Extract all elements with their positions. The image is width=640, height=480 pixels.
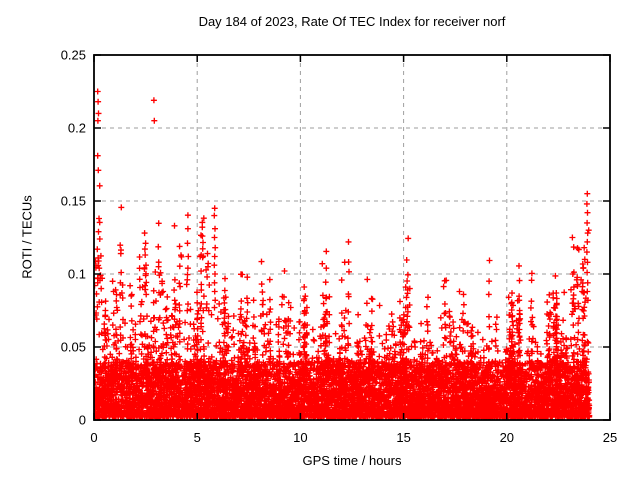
grid-lines (94, 55, 610, 420)
y-tick-label: 0.1 (68, 267, 86, 282)
x-tick-label: 10 (293, 430, 307, 445)
y-tick-label: 0.2 (68, 121, 86, 136)
scatter-points (94, 88, 593, 420)
x-tick-label: 25 (603, 430, 617, 445)
x-tick-label: 20 (500, 430, 514, 445)
x-axis-title: GPS time / hours (302, 453, 402, 468)
x-tick-label: 5 (194, 430, 201, 445)
chart-title: Day 184 of 2023, Rate Of TEC Index for r… (198, 14, 506, 29)
y-tick-label: 0.25 (61, 48, 86, 63)
y-tick-label: 0.15 (61, 194, 86, 209)
y-tick-label: 0.05 (61, 340, 86, 355)
axis-ticks (93, 54, 611, 421)
plot-border (93, 54, 611, 421)
x-tick-label: 15 (396, 430, 410, 445)
x-tick-label: 0 (90, 430, 97, 445)
y-tick-label: 0 (79, 413, 86, 428)
